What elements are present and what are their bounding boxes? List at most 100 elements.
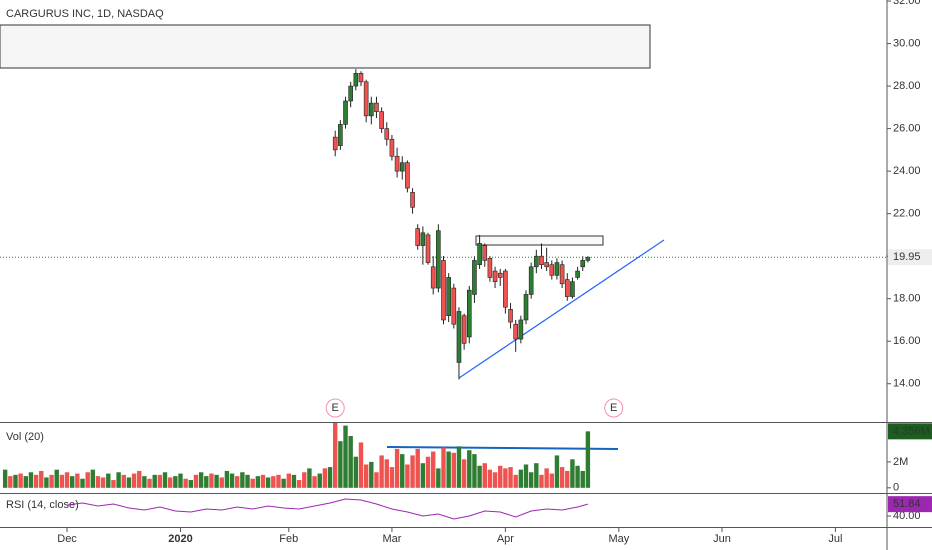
candle-body [472,260,477,295]
volume-bar [44,477,49,488]
volume-bar [39,470,44,488]
volume-bar [64,472,70,488]
volume-bar [544,468,549,488]
candle-body [441,260,446,321]
candle-body [384,128,390,140]
candle-body [430,266,436,289]
trend-line [458,239,665,379]
volume-bar [461,459,467,488]
candle-body [394,155,400,172]
candle-body [348,85,353,102]
volume-bar [575,465,580,488]
x-tick-label: May [608,533,629,545]
volume-bar [400,454,405,488]
volume-bar [513,474,518,488]
y-tick-label: 40.00 [893,510,921,522]
volume-bar [456,446,462,488]
volume-bar [173,476,178,488]
volume-bar [554,455,560,488]
candle-body [461,315,467,344]
y-tick-label: 22.00 [893,208,921,220]
volume-bar [281,478,286,488]
rsi-title: RSI (14, close) [6,499,79,511]
volume-bar [410,455,415,488]
x-tick-label: Mar [382,533,401,545]
x-tick-label: Jun [713,533,731,545]
volume-bar [100,477,106,488]
candle-body [580,260,586,268]
volume-bar [394,448,400,488]
volume-bar [33,474,39,488]
y-tick-label: 16.00 [893,335,921,347]
annotation-box [0,24,651,69]
candle-body [497,272,503,278]
volume-bar [286,473,291,488]
volume-bar [487,469,493,488]
candle-body [477,243,482,265]
volume-bar [348,435,353,488]
candle-body [451,287,457,325]
volume-bar [534,463,539,488]
volume-bar [59,474,65,488]
volume-bar [343,425,348,488]
event-marker [604,398,624,418]
volume-bar [338,441,343,488]
volume-bar [265,477,271,488]
volume-bar [152,474,157,488]
volume-bar [296,480,302,488]
volume-bar [142,476,147,488]
volume-bar [425,456,431,488]
volume-bar [90,469,96,488]
candle-body [358,73,364,83]
candle-body [513,323,518,340]
volume-bar [384,459,389,488]
volume-bar [121,474,126,488]
volume-bar [565,470,570,488]
volume-bar [441,447,446,488]
candle-body [466,289,472,338]
rsi-line [66,498,589,520]
candle-body [369,102,374,117]
rsi-value-label: 51.84 [893,498,921,510]
volume-bar [333,423,338,488]
volume-bar [235,476,240,488]
candle-body [482,245,488,261]
volume-bar [317,473,322,488]
candle-body [570,281,575,297]
volume-bar [271,476,276,488]
volume-bar [28,472,34,488]
candle-body [539,255,544,265]
volume-bar [126,477,132,488]
candle-body [492,270,498,282]
volume-bar [570,459,575,488]
volume-bar [420,463,426,488]
volume-bar [291,474,297,488]
candle-body [508,309,513,323]
y-tick-label: 0 [893,482,899,494]
event-marker [325,398,345,418]
candle-body [446,277,451,317]
volume-bar [23,476,28,488]
candle-body [399,162,405,172]
volume-bar [482,463,487,488]
volume-title: Vol (20) [6,431,44,443]
candle-body [544,262,549,268]
volume-bar [2,469,8,488]
volume-bar [219,477,224,488]
candle-body [425,234,431,263]
candle-body [343,100,348,125]
y-tick-label: 2M [893,456,908,468]
y-tick-label: 30.00 [893,37,921,49]
volume-bar [415,448,420,488]
volume-bar [559,467,565,488]
volume-bar [302,472,307,488]
volume-bar [585,431,591,488]
volume-bar [374,472,379,488]
volume-bar [69,476,75,488]
candle-body [487,258,493,278]
candle-body [363,81,369,117]
candle-body [503,270,508,308]
y-tick-label: 14.00 [893,378,921,390]
